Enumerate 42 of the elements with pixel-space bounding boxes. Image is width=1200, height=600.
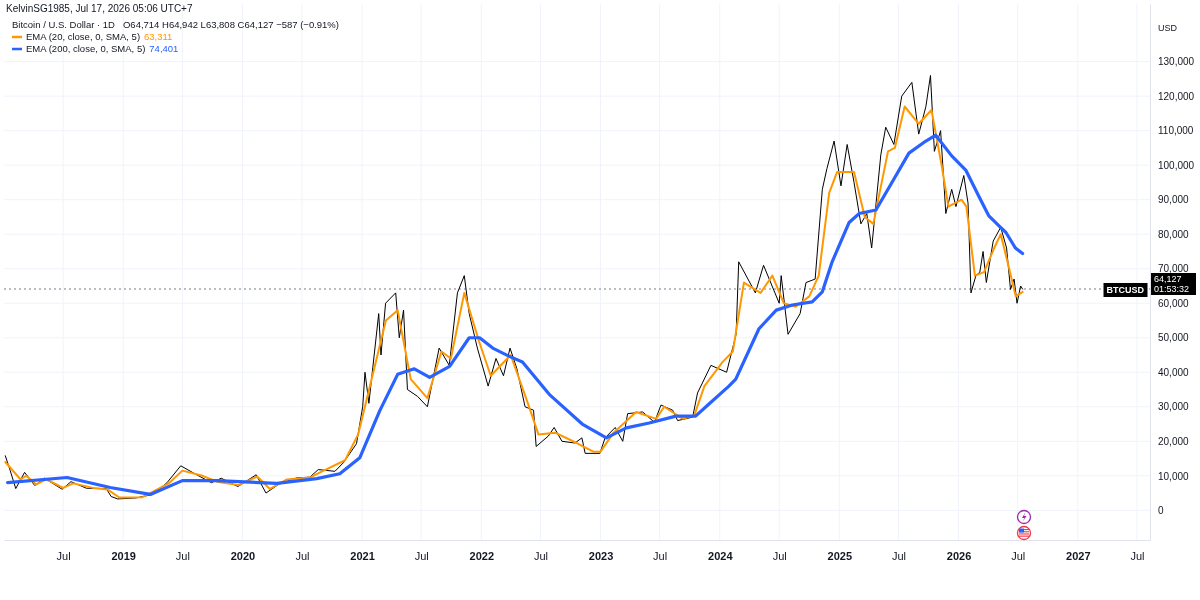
- y-tick-label: 20,000: [1158, 435, 1190, 447]
- y-tick-label: 10,000: [1158, 470, 1190, 482]
- y-tick-label: 60,000: [1158, 297, 1190, 309]
- x-tick-label: Jul: [1130, 549, 1145, 562]
- x-tick-label: 2026: [946, 549, 972, 562]
- legend-label: EMA (20, close, 0, SMA, 5) 63,311: [26, 31, 173, 42]
- annotation: KelvinSG1985, Jul 17, 2026 05:06 UTC+7: [6, 3, 193, 14]
- y-tick-label: 50,000: [1158, 332, 1190, 344]
- x-tick-label: 2025: [827, 549, 853, 562]
- y-tick-label: 70,000: [1158, 263, 1190, 275]
- x-tick-label: Jul: [772, 549, 787, 562]
- legend-label: EMA (200, close, 0, SMA, 5) 74,401: [26, 43, 179, 54]
- y-tick-label: 80,000: [1158, 228, 1190, 240]
- x-tick-label: Jul: [653, 549, 668, 562]
- x-tick-label: Jul: [414, 549, 429, 562]
- text: 01:53:32: [1154, 283, 1190, 294]
- x-tick-label: Jul: [175, 549, 190, 562]
- y-tick-label: 30,000: [1158, 401, 1190, 413]
- y-tick-label: 110,000: [1158, 125, 1194, 137]
- x-tick-label: Jul: [295, 549, 310, 562]
- text: USD: [1158, 23, 1178, 33]
- text: O64,714 H64,942 L63,808 C64,127 −587 (−0.91%): [122, 19, 339, 30]
- text: Bitcoin / U.S. Dollar · 1D: [12, 19, 116, 30]
- y-tick-label: 120,000: [1158, 90, 1195, 102]
- x-tick-label: 2021: [350, 549, 375, 562]
- x-tick-label: 2022: [469, 549, 495, 562]
- x-tick-label: Jul: [1011, 549, 1026, 562]
- y-tick-label: 130,000: [1158, 56, 1195, 68]
- x-tick-label: 2023: [588, 549, 614, 562]
- x-tick-label: 2020: [230, 549, 256, 562]
- x-tick-label: 2027: [1066, 549, 1091, 562]
- y-tick-label: 100,000: [1158, 159, 1195, 171]
- y-tick-label: 90,000: [1158, 194, 1190, 206]
- y-tick-label: 0: [1158, 505, 1164, 517]
- x-tick-label: Jul: [56, 549, 71, 562]
- ref-line-label: BTCUSD: [1106, 284, 1145, 295]
- text: 64,127: [1154, 273, 1182, 284]
- x-tick-label: Jul: [891, 549, 906, 562]
- x-tick-label: Jul: [533, 549, 548, 562]
- x-tick-label: 2024: [708, 549, 734, 562]
- y-tick-label: 40,000: [1158, 366, 1190, 378]
- x-tick-label: 2019: [111, 549, 136, 562]
